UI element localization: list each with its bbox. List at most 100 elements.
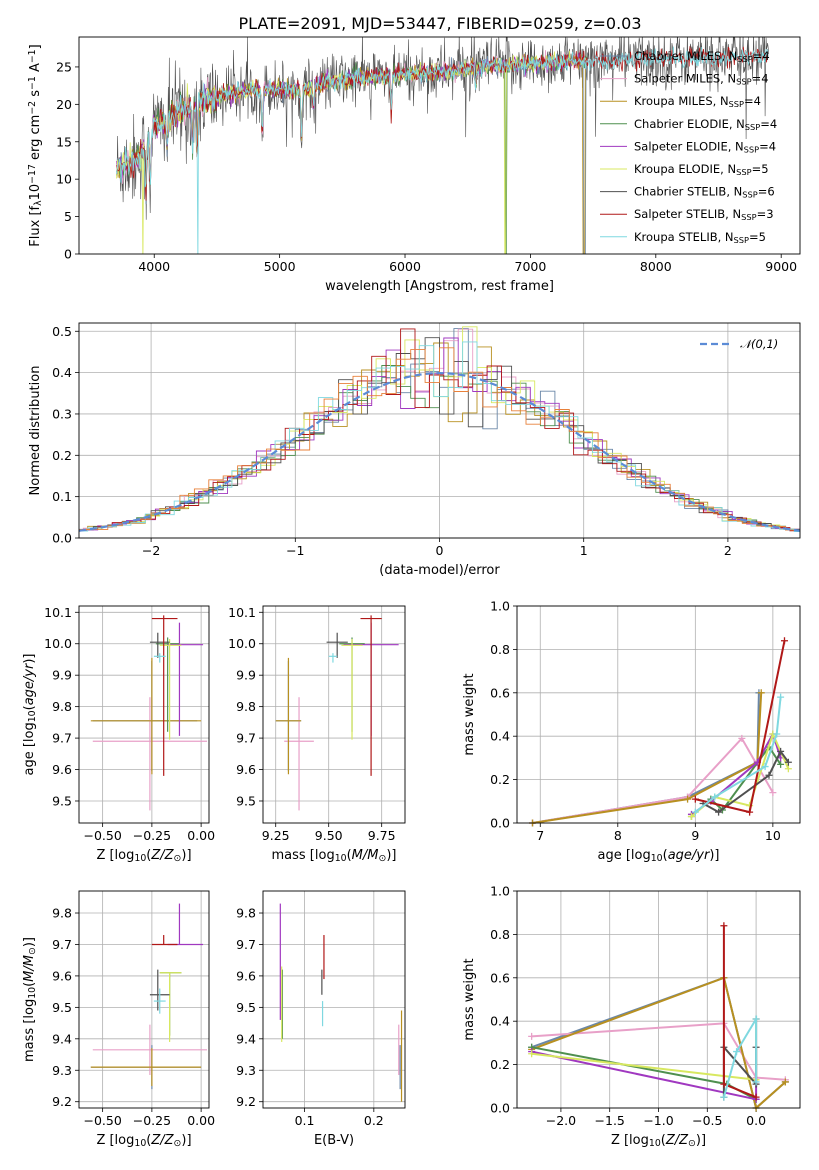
weight-marker-kroupa-miles [684,795,692,803]
weight-line-salpeter-miles [531,1022,786,1081]
legend-label-chabrier-miles: Chabrier MILES, NSSP=4 [634,49,770,64]
y-tick-label: 0.2 [490,1057,510,1072]
y-tick-label: 9.3 [236,1063,256,1078]
weight-marker-chabrier-elodie [777,760,785,768]
weight-marker-salpeter-stelib [720,1080,728,1088]
weight-marker-kroupa-stelib [711,793,719,801]
legend-label-kroupa-stelib: Kroupa STELIB, NSSP=5 [634,230,766,245]
x-tick-label: 0 [436,543,444,558]
y-tick-label: 0.4 [490,1014,510,1029]
histogram-step-salpeter-stelib [79,328,800,532]
y-tick-label: 9.5 [52,1000,72,1015]
histogram-step-orange [79,347,800,532]
y-tick-label: 10.0 [44,636,72,651]
axes-frame [78,36,801,255]
x-axis-label: Z [log10(Z/Z⊙)] [96,848,191,864]
x-tick-label: −1.5 [595,1113,625,1128]
weight-marker-kroupa-stelib [691,808,699,816]
x-tick-label: 9.75 [368,828,396,843]
weight-marker-chabrier-stelib [777,747,785,755]
x-tick-label: 9 [691,828,699,843]
y-tick-label: 9.7 [236,937,256,952]
weight-marker-kroupa-stelib [752,1015,760,1023]
y-tick-label: 0.1 [52,489,72,504]
weight-marker-kroupa-miles [757,689,765,697]
y-tick-label: 9.6 [236,968,256,983]
x-axis-label: E(B-V) [314,1133,354,1148]
x-tick-label: 0.2 [364,1113,384,1128]
x-tick-label: 0.0 [746,1113,766,1128]
y-tick-label: 0.8 [490,642,510,657]
y-tick-label: 9.3 [52,1063,72,1078]
figure-title: PLATE=2091, MJD=53447, FIBERID=0259, z=0… [238,14,641,33]
legend-label-salpeter-miles: Salpeter MILES, NSSP=4 [634,72,769,87]
y-tick-label: 0.2 [490,772,510,787]
y-tick-label: 9.7 [52,937,72,952]
y-tick-label: 5 [64,209,72,224]
legend-label-salpeter-elodie: Salpeter ELODIE, NSSP=4 [634,139,776,154]
weight-marker-salpeter-stelib [691,795,699,803]
y-tick-label: 9.2 [52,1094,72,1109]
weight-marker-salpeter-stelib [752,1093,760,1101]
legend-label-chabrier-stelib: Chabrier STELIB, NSSP=6 [634,185,775,200]
y-tick-label: 0 [64,247,72,262]
x-tick-label: 8000 [640,259,672,274]
weight-marker-kroupa-stelib [773,730,781,738]
x-tick-label: 6000 [389,259,421,274]
y-tick-label: 15 [56,134,72,149]
y-axis-label: Flux [fλ10−17 erg cm−2 s−1 A−1] [27,44,44,246]
x-tick-label: −0.50 [83,1113,121,1128]
weight-marker-salpeter-miles [738,734,746,742]
weight-line-kroupa-miles [531,976,787,1110]
normal-reference-curve [78,371,801,532]
y-tick-label: 10.1 [228,605,256,620]
weight-marker-salpeter-stelib [780,637,788,645]
weight-marker-salpeter-stelib [720,922,728,930]
y-tick-label: 9.9 [236,668,256,683]
weight-line-kroupa-stelib [722,1015,758,1098]
panel-residual_histogram: −2 −1 0 1 2 0.0 0.1 0.2 0.3 0.4 0.5 𝒩(0,1) [52,322,801,558]
y-tick-label: 0.6 [490,685,510,700]
x-tick-label: −0.25 [133,1113,171,1128]
y-tick-label: 9.5 [236,793,256,808]
x-tick-label: 7 [536,828,544,843]
weight-marker-salpeter-miles [769,789,777,797]
x-axis-label: age [log10(age/yr)] [597,848,719,864]
y-tick-label: 9.6 [52,968,72,983]
y-tick-label: 9.4 [236,1031,256,1046]
legend-label-chabrier-elodie: Chabrier ELODIE, NSSP=4 [634,117,777,132]
weight-line-salpeter-stelib [722,925,757,1099]
x-axis-label: Z [log10(Z/Z⊙)] [96,1133,191,1149]
y-tick-label: 10 [56,172,72,187]
y-tick-label: 0.0 [490,816,510,831]
spectrum-line-kroupa-stelib [116,46,769,254]
x-tick-label: 0.00 [187,1113,215,1128]
x-tick-label: −1.0 [643,1113,673,1128]
y-tick-label: 10.0 [228,636,256,651]
weight-marker-chabrier-stelib [765,771,773,779]
weight-marker-kroupa-stelib [752,1078,760,1086]
weight-marker-kroupa-stelib [733,1048,741,1056]
y-tick-label: 9.5 [52,793,72,808]
panel-weight_vs_Z: −2.0 −1.5 −1.0 −0.5 0.0 0.0 0.2 0.4 0.6 0.8 1.0 [490,884,801,1128]
axes-frame [78,605,210,824]
x-tick-label: −0.5 [692,1113,722,1128]
y-tick-label: 25 [56,59,72,74]
y-tick-label: 0.3 [52,406,72,421]
panel-age_vs_mass: 9.25 9.50 9.75 9.5 9.6 9.7 9.8 9.9 10.0 10.1 [228,605,406,843]
y-tick-label: 9.8 [52,906,72,921]
x-tick-label: −1 [286,543,304,558]
y-tick-label: 0.0 [490,1101,510,1116]
y-tick-label: 1.0 [490,599,510,614]
y-axis-label: mass weight [462,673,477,755]
legend-normal-label: 𝒩(0,1) [740,337,778,351]
axes-frame [516,605,801,824]
axes-frame [262,890,406,1109]
x-tick-label: 0.1 [295,1113,315,1128]
weight-line-kroupa-miles [532,692,763,824]
panel-age_vs_Z: −0.50 −0.25 0.00 9.5 9.6 9.7 9.8 9.9 10.0 10.1 [44,605,215,843]
x-axis-label: wavelength [Angstrom, rest frame] [325,279,554,294]
panel-weight_vs_age: 7 8 9 10 0.0 0.2 0.4 0.6 0.8 1.0 [490,599,801,843]
y-tick-label: 0.2 [52,448,72,463]
